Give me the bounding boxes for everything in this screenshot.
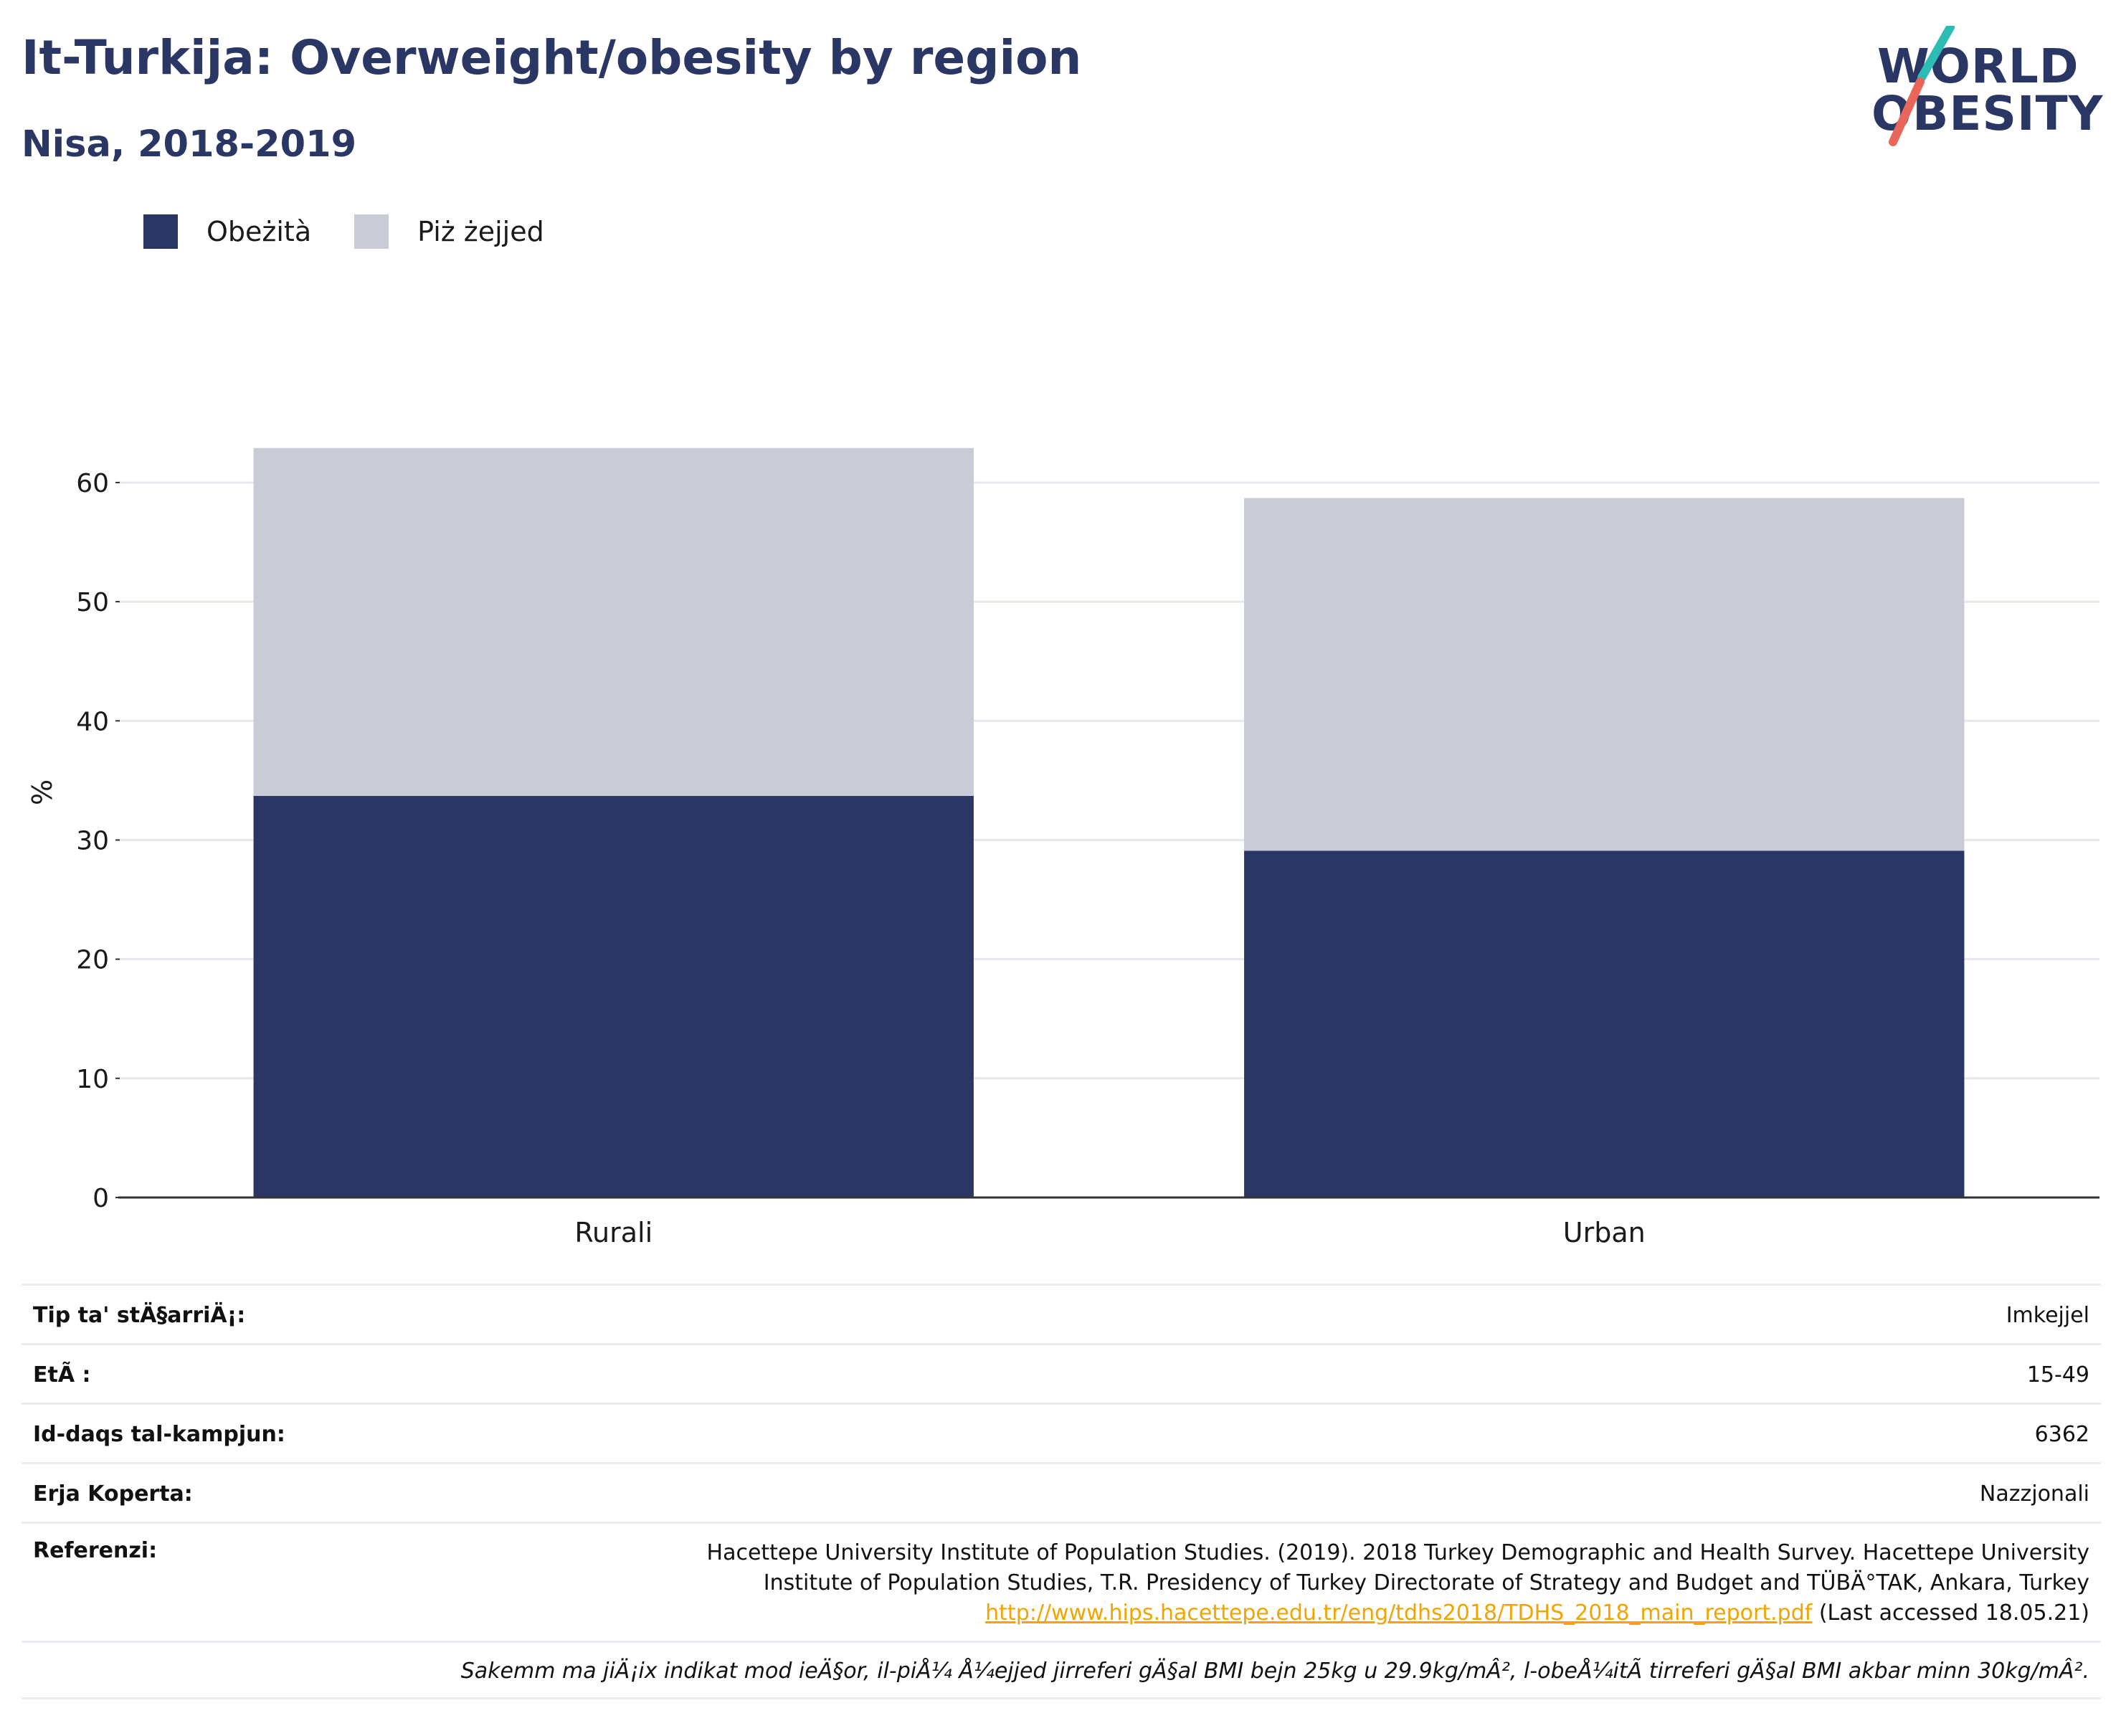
- info-table: Tip ta' stÄ§arriÄ¡: Imkejjel EtÃ : 15-49…: [22, 1284, 2101, 1699]
- bar-obesity-urban: [1244, 850, 1965, 1197]
- legend-swatch-obesity: [143, 214, 178, 249]
- info-value: Imkejjel: [2006, 1303, 2089, 1328]
- bar-chart: 0 10 20 30 40 50 60% Rurali Urban: [27, 447, 2099, 1248]
- chart-legend: Obeżità Piż żejjed: [143, 214, 587, 250]
- legend-swatch-overweight: [354, 214, 389, 249]
- info-label: Erja Koperta:: [33, 1481, 193, 1507]
- info-value: 6362: [2034, 1422, 2089, 1447]
- info-value: Nazzjonali: [1979, 1481, 2089, 1507]
- y-tick-label: 50: [76, 588, 109, 617]
- info-row-age: EtÃ : 15-49: [22, 1343, 2101, 1403]
- info-label: EtÃ :: [33, 1362, 91, 1388]
- y-tick-label: 10: [76, 1065, 109, 1094]
- legend-label-obesity: Obeżità: [207, 216, 312, 247]
- y-tick-label: 30: [76, 826, 109, 855]
- info-value: 15-49: [2026, 1362, 2089, 1388]
- y-tick-label: 60: [76, 469, 109, 498]
- chart-title: It-Turkija: Overweight/obesity by region: [22, 30, 1082, 85]
- y-axis-label: %: [27, 779, 58, 805]
- info-label: Referenzi:: [33, 1538, 158, 1563]
- logo-text-world: WORLD: [1877, 39, 2079, 94]
- legend-item-overweight[interactable]: Piż żejjed: [354, 214, 544, 249]
- y-tick-label: 0: [92, 1184, 109, 1213]
- info-row-sample-size: Id-daqs tal-kampjun: 6362: [22, 1403, 2101, 1462]
- footnote-text: Sakemm ma jiÄ¡ix indikat mod ieÄ§or, il-…: [460, 1659, 2089, 1684]
- logo-slash-icon: [1889, 26, 1955, 146]
- bar-overweight-urban: [1244, 498, 1965, 851]
- reference-line-2: Institute of Population Studies, T.R. Pr…: [763, 1570, 2089, 1595]
- chart-subtitle: Nisa, 2018-2019: [22, 123, 357, 166]
- reference-line-1: Hacettepe University Institute of Popula…: [706, 1540, 2089, 1565]
- reference-text: Hacettepe University Institute of Popula…: [707, 1538, 2101, 1628]
- info-row-area-covered: Erja Koperta: Nazzjonali: [22, 1462, 2101, 1522]
- reference-accessed: (Last accessed 18.05.21): [1812, 1600, 2089, 1626]
- bar-obesity-rurali: [253, 795, 974, 1197]
- reference-line-3: http://www.hips.hacettepe.edu.tr/eng/tdh…: [707, 1598, 2089, 1628]
- reference-link[interactable]: http://www.hips.hacettepe.edu.tr/eng/tdh…: [985, 1600, 1813, 1626]
- x-tick-label: Rurali: [574, 1217, 653, 1248]
- y-tick-label: 20: [76, 946, 109, 975]
- x-tick-label: Urban: [1563, 1217, 1646, 1248]
- info-row-survey-type: Tip ta' stÄ§arriÄ¡: Imkejjel: [22, 1284, 2101, 1343]
- legend-item-obesity[interactable]: Obeżità: [143, 214, 311, 249]
- bar-overweight-rurali: [253, 447, 974, 796]
- info-label: Id-daqs tal-kampjun:: [33, 1422, 285, 1447]
- y-tick-label: 40: [76, 707, 109, 736]
- info-row-note: Sakemm ma jiÄ¡ix indikat mod ieÄ§or, il-…: [22, 1641, 2101, 1699]
- info-row-reference: Referenzi: Hacettepe University Institut…: [22, 1522, 2101, 1641]
- legend-label-overweight: Piż żejjed: [417, 216, 544, 247]
- info-label: Tip ta' stÄ§arriÄ¡:: [33, 1303, 246, 1328]
- world-obesity-logo: WORLD OBESITY: [1871, 26, 2108, 155]
